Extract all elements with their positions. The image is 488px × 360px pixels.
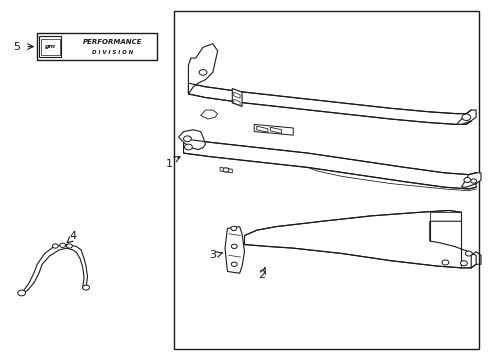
Circle shape (231, 244, 237, 248)
Bar (39, 36, 61, 57)
Polygon shape (233, 99, 240, 105)
Bar (41, 39, 60, 55)
Polygon shape (254, 125, 293, 135)
Polygon shape (461, 173, 480, 187)
Polygon shape (233, 92, 240, 98)
Bar (173, 12, 478, 348)
Text: 4: 4 (69, 231, 76, 240)
Text: 1: 1 (165, 159, 172, 169)
Circle shape (183, 136, 191, 141)
Polygon shape (256, 126, 267, 132)
Circle shape (18, 290, 25, 296)
Circle shape (460, 261, 467, 266)
Circle shape (463, 177, 470, 183)
Polygon shape (232, 89, 242, 107)
Circle shape (199, 69, 206, 75)
Text: 5: 5 (13, 42, 20, 51)
Polygon shape (188, 83, 470, 125)
Circle shape (52, 244, 58, 248)
Circle shape (461, 114, 470, 121)
Circle shape (230, 226, 236, 230)
Polygon shape (224, 226, 244, 273)
Polygon shape (188, 44, 217, 94)
Polygon shape (456, 110, 475, 125)
Circle shape (465, 251, 471, 256)
Polygon shape (270, 127, 281, 134)
Circle shape (184, 144, 192, 150)
Circle shape (60, 243, 65, 247)
Circle shape (470, 179, 476, 183)
Circle shape (441, 260, 448, 265)
Polygon shape (178, 130, 205, 149)
Circle shape (66, 244, 72, 248)
Polygon shape (183, 139, 475, 189)
Bar (37, 33, 157, 60)
Text: 3: 3 (209, 250, 216, 260)
Circle shape (231, 262, 237, 266)
Polygon shape (21, 244, 87, 293)
Circle shape (223, 168, 228, 172)
Text: gm: gm (44, 44, 56, 49)
Text: 2: 2 (258, 270, 264, 280)
Circle shape (82, 285, 89, 290)
Text: PERFORMANCE: PERFORMANCE (83, 39, 142, 45)
Polygon shape (244, 211, 475, 268)
Polygon shape (220, 167, 232, 173)
Text: D I V I S I O N: D I V I S I O N (92, 50, 133, 55)
Polygon shape (200, 110, 217, 119)
